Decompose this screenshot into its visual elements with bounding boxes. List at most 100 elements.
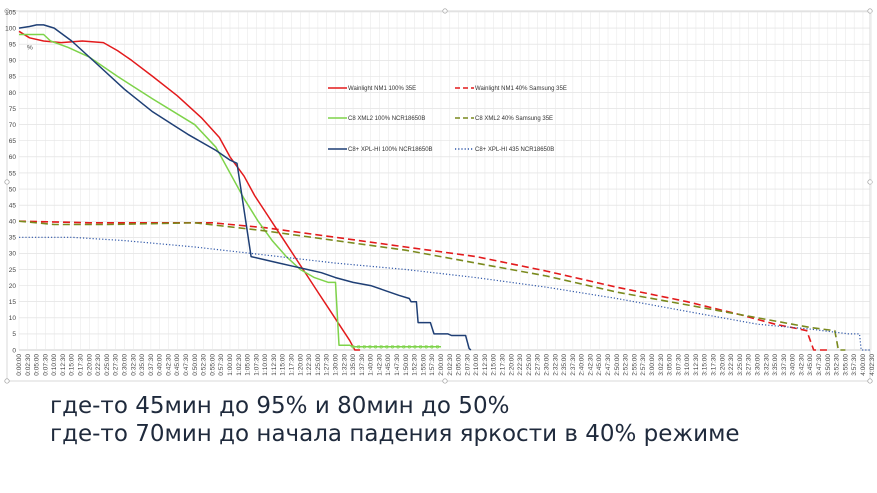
x-tick-label: 3:22:30 (728, 354, 735, 376)
x-tick-label: 1:50:00 (403, 354, 410, 376)
y-tick-label: 35 (9, 235, 17, 242)
series-point (390, 345, 395, 349)
y-tick-label: 30 (9, 251, 17, 258)
x-tick-label: 1:37:30 (359, 354, 366, 376)
x-tick-label: 1:42:30 (376, 354, 383, 376)
x-tick-label: 0:10:00 (51, 354, 58, 376)
x-tick-label: 3:00:00 (649, 354, 656, 376)
y-tick-label: 40 (9, 219, 17, 226)
x-tick-label: 1:17:30 (289, 354, 296, 376)
x-tick-label: 3:50:00 (825, 354, 832, 376)
x-tick-label: 0:50:00 (192, 354, 199, 376)
x-tick-label: 0:42:30 (165, 354, 172, 376)
x-axis-ticks: 0:00:00 0:02:30 0:05:00 0:07:30 0:10:00 0:12:… (16, 354, 876, 376)
y-tick-label: 95 (9, 41, 17, 48)
series-point (362, 345, 367, 349)
x-tick-label: 0:35:00 (139, 354, 146, 376)
series-line-5 (18, 24, 472, 351)
x-tick-label: 2:00:00 (438, 354, 445, 376)
series-line-2 (18, 220, 828, 351)
resize-handle (4, 378, 10, 384)
x-tick-label: 1:10:00 (262, 354, 269, 376)
legend-label: C8+ XPL-HI 435 NCR18650B (475, 147, 554, 153)
x-tick-label: 3:47:30 (816, 354, 823, 376)
x-tick-label: 1:25:00 (315, 354, 322, 376)
x-tick-label: 1:15:00 (280, 354, 287, 376)
x-tick-label: 0:00:00 (16, 354, 23, 376)
x-tick-label: 2:02:30 (447, 354, 454, 376)
x-tick-label: 3:45:00 (807, 354, 814, 376)
x-tick-label: 2:50:00 (614, 354, 621, 376)
x-tick-label: 1:55:00 (420, 354, 427, 376)
series-line-4 (18, 220, 846, 351)
x-tick-label: 4:00:00 (860, 354, 867, 376)
x-tick-label: 3:20:00 (719, 354, 726, 376)
resize-handle (4, 179, 10, 185)
x-tick-label: 2:57:30 (640, 354, 647, 376)
x-tick-label: 3:30:00 (754, 354, 761, 376)
y-tick-label: 25 (9, 267, 17, 274)
x-tick-label: 3:57:30 (851, 354, 858, 376)
legend-label: Wainlight NM1 100% 35E (348, 86, 416, 92)
y-tick-label: 75 (9, 106, 17, 113)
x-tick-label: 1:00:00 (227, 354, 234, 376)
x-tick-label: 2:47:30 (605, 354, 612, 376)
series-point (407, 345, 412, 349)
resize-handle (442, 378, 448, 384)
series-line-3 (19, 33, 441, 348)
x-tick-label: 2:05:00 (456, 354, 463, 376)
resize-handle (4, 8, 10, 14)
series-point (385, 345, 389, 349)
x-tick-label: 3:40:00 (790, 354, 797, 376)
chart-frame (4, 8, 873, 384)
y-axis-unit: % (27, 44, 33, 51)
x-tick-label: 0:45:00 (174, 354, 181, 376)
y-tick-label: 15 (9, 299, 17, 306)
chart-series-lines (18, 24, 870, 351)
y-tick-label: 90 (9, 58, 17, 65)
x-tick-label: 1:27:30 (324, 354, 331, 376)
x-tick-label: 3:42:30 (798, 354, 805, 376)
x-tick-label: 0:20:00 (86, 354, 93, 376)
x-tick-label: 0:22:30 (95, 354, 102, 376)
y-tick-label: 50 (9, 186, 17, 193)
y-axis-ticks: 0 5 10 15 20 25 30 35 40 45 50 55 60 65 70 75 80 85 90 95 10… (5, 9, 16, 354)
y-tick-label: 20 (9, 283, 17, 290)
x-tick-label: 0:47:30 (183, 354, 190, 376)
x-tick-label: 3:32:30 (763, 354, 770, 376)
x-tick-label: 0:57:30 (218, 354, 225, 376)
x-tick-label: 3:35:00 (772, 354, 779, 376)
x-tick-label: 3:17:30 (711, 354, 718, 376)
x-tick-label: 1:20:00 (297, 354, 304, 376)
x-tick-label: 2:15:00 (491, 354, 498, 376)
x-tick-label: 0:55:00 (209, 354, 216, 376)
y-tick-label: 10 (9, 315, 17, 322)
resize-handle (867, 378, 873, 384)
x-tick-label: 1:05:00 (245, 354, 252, 376)
resize-handle (442, 8, 448, 14)
x-tick-label: 0:02:30 (25, 354, 32, 376)
y-tick-label: 5 (12, 331, 16, 338)
chart-gridlines (18, 11, 873, 351)
x-tick-label: 0:40:00 (157, 354, 164, 376)
x-tick-label: 0:32:30 (130, 354, 137, 376)
series-point (356, 345, 361, 349)
y-tick-label: 60 (9, 154, 17, 161)
x-tick-label: 1:40:00 (368, 354, 375, 376)
x-tick-label: 3:27:30 (746, 354, 753, 376)
series-point (396, 345, 400, 349)
x-tick-label: 3:02:30 (658, 354, 665, 376)
x-tick-label: 2:25:00 (526, 354, 533, 376)
x-tick-label: 2:45:00 (596, 354, 603, 376)
x-tick-label: 0:27:30 (113, 354, 120, 376)
series-point (373, 345, 378, 349)
y-tick-label: 0 (12, 347, 16, 354)
x-tick-label: 0:17:30 (78, 354, 85, 376)
x-tick-label: 3:15:00 (702, 354, 709, 376)
x-tick-label: 2:52:30 (623, 354, 630, 376)
x-tick-label: 3:55:00 (842, 354, 849, 376)
x-tick-label: 2:32:30 (552, 354, 559, 376)
x-tick-label: 1:32:30 (341, 354, 348, 376)
legend-label: C8 XML2 100% NCR18650B (348, 116, 425, 122)
x-tick-label: 3:25:00 (737, 354, 744, 376)
